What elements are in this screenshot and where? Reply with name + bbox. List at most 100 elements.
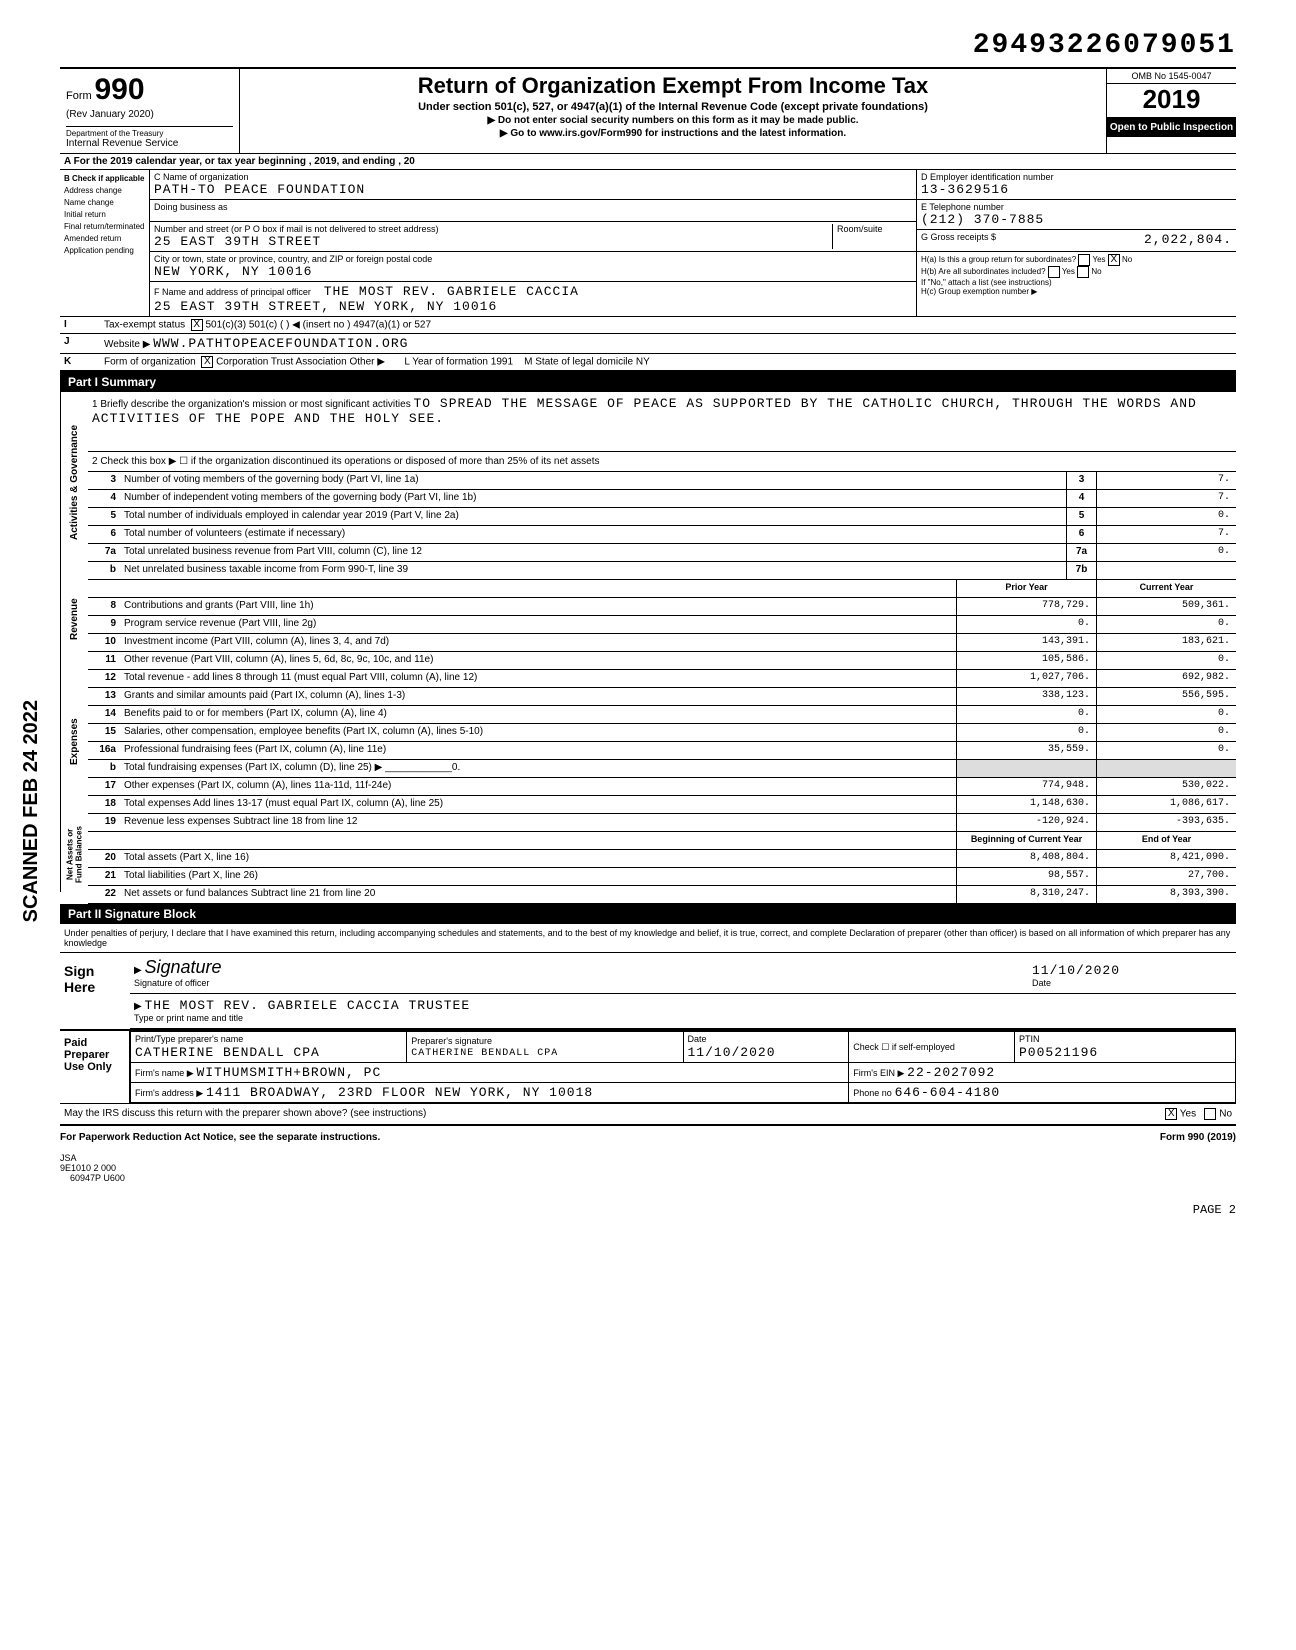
k-M: M State of legal domicile NY xyxy=(524,357,650,368)
prep-sig: CATHERINE BENDALL CPA xyxy=(411,1048,558,1059)
summary-line: bNet unrelated business taxable income f… xyxy=(88,562,1236,580)
summary-line: 17Other expenses (Part IX, column (A), l… xyxy=(88,778,1236,796)
tax-year: 2019 xyxy=(1107,84,1236,118)
may-irs-row: May the IRS discuss this return with the… xyxy=(60,1104,1236,1126)
firm: WITHUMSMITH+BROWN, PC xyxy=(196,1065,381,1080)
hb-yes xyxy=(1048,266,1060,278)
jsa: JSA 9E1010 2 000 60947P U600 xyxy=(60,1153,1236,1183)
firm-lbl: Firm's name ▶ xyxy=(135,1068,194,1078)
dept: Department of the Treasury xyxy=(66,126,233,138)
501c3-check: X xyxy=(191,319,203,331)
chk-pending: Application pending xyxy=(64,246,145,255)
line-j: J Website ▶ WWW.PATHTOPEACEFOUNDATION.OR… xyxy=(60,334,1236,354)
officer-addr: 25 EAST 39TH STREET, NEW YORK, NY 10016 xyxy=(154,299,912,314)
chk-amended: Amended return xyxy=(64,234,145,243)
ha-no: X xyxy=(1108,254,1120,266)
prep-name-lbl: Print/Type preparer's name xyxy=(135,1034,243,1044)
website: WWW.PATHTOPEACEFOUNDATION.ORG xyxy=(153,336,408,351)
phone-lbl: E Telephone number xyxy=(921,202,1232,212)
summary-line: 22Net assets or fund balances Subtract l… xyxy=(88,886,1236,904)
room-lbl: Room/suite xyxy=(837,224,883,234)
may-yes-check: X xyxy=(1165,1108,1177,1120)
phone: (212) 370-7885 xyxy=(921,212,1232,227)
part-i-bar: Part I Summary xyxy=(60,372,1236,392)
hb-note: If "No," attach a list (see instructions… xyxy=(921,278,1052,287)
summary-line: 14Benefits paid to or for members (Part … xyxy=(88,706,1236,724)
chk-final: Final return/terminated xyxy=(64,222,145,231)
note1: ▶ Do not enter social security numbers o… xyxy=(248,115,1098,126)
line-a: A For the 2019 calendar year, or tax yea… xyxy=(60,154,1236,170)
signer-name: THE MOST REV. GABRIELE CACCIA TRUSTEE xyxy=(144,998,470,1013)
sig-officer-lbl: Signature of officer xyxy=(134,978,209,988)
current-year-head: Current Year xyxy=(1096,580,1236,597)
ein-lbl: D Employer identification number xyxy=(921,172,1232,182)
org-name-lbl: C Name of organization xyxy=(154,172,912,182)
part-ii-bar: Part II Signature Block xyxy=(60,904,1236,924)
prep-self-lbl: Check ☐ if self-employed xyxy=(853,1042,955,1052)
block-b-c-dgh: B Check if applicable Address change Nam… xyxy=(60,170,1236,317)
ha-yes-lbl: Yes xyxy=(1093,255,1106,264)
firm-ein-lbl: Firm's EIN ▶ xyxy=(853,1068,904,1078)
summary-line: 16aProfessional fundraising fees (Part I… xyxy=(88,742,1236,760)
ptin: P00521196 xyxy=(1019,1045,1098,1060)
subtitle: Under section 501(c), 527, or 4947(a)(1)… xyxy=(248,101,1098,113)
j-lbl: J xyxy=(60,334,100,353)
hb-no-lbl: No xyxy=(1091,267,1101,276)
summary-line: 20Total assets (Part X, line 16)8,408,80… xyxy=(88,850,1236,868)
summary-line: 13Grants and similar amounts paid (Part … xyxy=(88,688,1236,706)
gross-val: 2,022,804. xyxy=(1144,232,1232,249)
line-i: I Tax-exempt status X 501(c)(3) 501(c) (… xyxy=(60,317,1236,334)
footer-right: Form 990 (2019) xyxy=(1160,1132,1236,1143)
form-title: Return of Organization Exempt From Incom… xyxy=(248,73,1098,99)
summary-line: 11Other revenue (Part VIII, column (A), … xyxy=(88,652,1236,670)
open-public: Open to Public Inspection xyxy=(1107,118,1236,137)
k-opts: Corporation Trust Association Other ▶ xyxy=(216,357,385,368)
org-name: PATH-TO PEACE FOUNDATION xyxy=(154,182,912,197)
summary-line: 12Total revenue - add lines 8 through 11… xyxy=(88,670,1236,688)
chk-address: Address change xyxy=(64,186,145,195)
revision: (Rev January 2020) xyxy=(66,109,233,120)
i-text: Tax-exempt status xyxy=(104,320,185,331)
omb: OMB No 1545-0047 xyxy=(1107,69,1236,84)
tab-net: Net Assets or Fund Balances xyxy=(60,817,88,892)
ptin-lbl: PTIN xyxy=(1019,1034,1040,1044)
hb-no xyxy=(1077,266,1089,278)
gross-lbl: G Gross receipts $ xyxy=(921,232,996,249)
chk-initial: Initial return xyxy=(64,210,145,219)
document-id: 29493226079051 xyxy=(60,30,1236,61)
summary-line: 10Investment income (Part VIII, column (… xyxy=(88,634,1236,652)
mission-lead: 1 Briefly describe the organization's mi… xyxy=(92,399,411,410)
jsa2: 9E1010 2 000 xyxy=(60,1163,116,1173)
chk-name: Name change xyxy=(64,198,145,207)
summary-line: 9Program service revenue (Part VIII, lin… xyxy=(88,616,1236,634)
col-headers-2: Beginning of Current Year End of Year xyxy=(88,832,1236,850)
right-boxes: D Employer identification number 13-3629… xyxy=(916,170,1236,316)
summary-line: 8Contributions and grants (Part VIII, li… xyxy=(88,598,1236,616)
ha-lbl: H(a) Is this a group return for subordin… xyxy=(921,255,1076,264)
box-b: B Check if applicable Address change Nam… xyxy=(60,170,150,316)
footer-left: For Paperwork Reduction Act Notice, see … xyxy=(60,1132,380,1143)
note2: ▶ Go to www.irs.gov/Form990 for instruct… xyxy=(248,128,1098,139)
summary-line: 21Total liabilities (Part X, line 26)98,… xyxy=(88,868,1236,886)
ein: 13-3629516 xyxy=(921,182,1232,197)
ha-yes xyxy=(1078,254,1090,266)
mission-block: 1 Briefly describe the organization's mi… xyxy=(88,392,1236,452)
footer: For Paperwork Reduction Act Notice, see … xyxy=(60,1132,1236,1143)
line-2: 2 Check this box ▶ ☐ if the organization… xyxy=(88,452,1236,472)
line-k: K Form of organization X Corporation Tru… xyxy=(60,354,1236,372)
jsa1: JSA xyxy=(60,1153,1236,1163)
summary-line: 19Revenue less expenses Subtract line 18… xyxy=(88,814,1236,832)
prep-date-lbl: Date xyxy=(688,1034,707,1044)
jsa3: 60947P U600 xyxy=(70,1173,125,1183)
col-headers-1: Prior Year Current Year xyxy=(88,580,1236,598)
j-text: Website ▶ xyxy=(104,339,150,350)
form-header: Form 990 (Rev January 2020) Department o… xyxy=(60,67,1236,154)
hb-lbl: H(b) Are all subordinates included? xyxy=(921,267,1046,276)
end-year-head: End of Year xyxy=(1096,832,1236,849)
summary-line: 15Salaries, other compensation, employee… xyxy=(88,724,1236,742)
tab-revenue: Revenue xyxy=(60,572,88,667)
form-label: Form xyxy=(66,90,92,102)
signer-name-lbl: Type or print name and title xyxy=(134,1013,243,1023)
summary-line: 7aTotal unrelated business revenue from … xyxy=(88,544,1236,562)
summary-line: 18Total expenses Add lines 13-17 (must e… xyxy=(88,796,1236,814)
